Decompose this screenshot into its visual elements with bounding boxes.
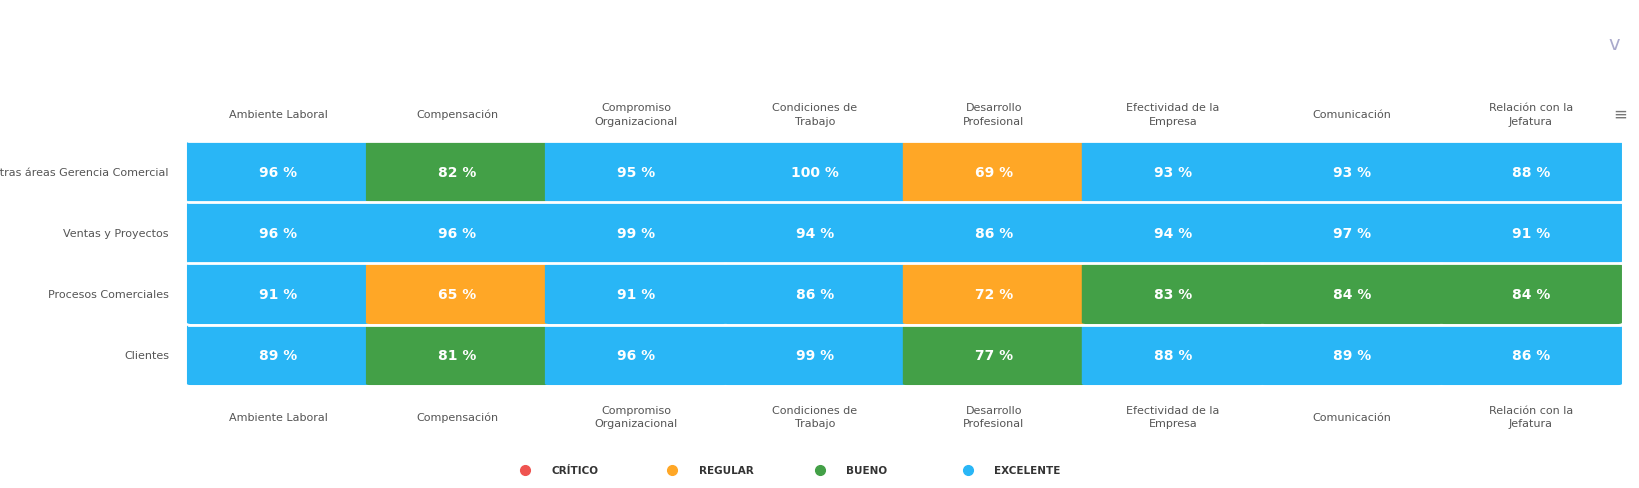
Text: CRÍTICO: CRÍTICO <box>551 465 598 475</box>
FancyBboxPatch shape <box>1082 264 1264 325</box>
Text: Compromiso
Organizacional: Compromiso Organizacional <box>593 406 677 428</box>
Text: 99 %: 99 % <box>616 226 654 241</box>
Text: 96 %: 96 % <box>616 348 654 363</box>
FancyBboxPatch shape <box>901 325 1085 386</box>
Text: Ambiente Laboral: Ambiente Laboral <box>228 412 328 422</box>
Text: 69 %: 69 % <box>974 165 1013 180</box>
Text: Desarrollo
Profesional: Desarrollo Profesional <box>962 103 1024 126</box>
Text: 86 %: 86 % <box>795 287 834 302</box>
Text: REGULAR: REGULAR <box>698 465 752 475</box>
Text: 93 %: 93 % <box>1333 165 1370 180</box>
Text: 84 %: 84 % <box>1333 287 1370 302</box>
Text: 83 %: 83 % <box>1154 287 1192 302</box>
Text: 96 %: 96 % <box>259 226 297 241</box>
Text: Comunicación: Comunicación <box>1311 110 1390 120</box>
Text: 65 %: 65 % <box>438 287 475 302</box>
FancyBboxPatch shape <box>544 264 726 325</box>
Text: 94 %: 94 % <box>795 226 834 241</box>
Text: 95 %: 95 % <box>616 165 654 180</box>
Text: 82 %: 82 % <box>438 165 475 180</box>
Text: EXCELENTE: EXCELENTE <box>993 465 1059 475</box>
FancyBboxPatch shape <box>723 142 905 203</box>
FancyBboxPatch shape <box>901 142 1085 203</box>
Text: 91 %: 91 % <box>1511 226 1549 241</box>
Text: Comunicación: Comunicación <box>1311 412 1390 422</box>
Text: Condiciones de
Trabajo: Condiciones de Trabajo <box>772 406 857 428</box>
Text: Efectividad de la
Empresa: Efectividad de la Empresa <box>1126 406 1219 428</box>
Text: Resultado en Comercial por Subáreas y Dimensiones (2017): Resultado en Comercial por Subáreas y Di… <box>25 36 538 52</box>
Text: Procesos Comerciales: Procesos Comerciales <box>48 289 169 300</box>
FancyBboxPatch shape <box>365 264 547 325</box>
FancyBboxPatch shape <box>544 142 726 203</box>
Text: 72 %: 72 % <box>974 287 1013 302</box>
FancyBboxPatch shape <box>365 325 547 386</box>
Text: 91 %: 91 % <box>259 287 297 302</box>
FancyBboxPatch shape <box>901 203 1085 264</box>
Text: 86 %: 86 % <box>1511 348 1549 363</box>
FancyBboxPatch shape <box>1260 264 1442 325</box>
FancyBboxPatch shape <box>544 203 726 264</box>
Text: 93 %: 93 % <box>1154 165 1192 180</box>
Text: 89 %: 89 % <box>1333 348 1370 363</box>
Text: 96 %: 96 % <box>259 165 297 180</box>
Text: Clientes: Clientes <box>125 350 169 361</box>
FancyBboxPatch shape <box>1439 325 1621 386</box>
FancyBboxPatch shape <box>187 325 369 386</box>
Text: 97 %: 97 % <box>1333 226 1370 241</box>
FancyBboxPatch shape <box>365 203 547 264</box>
FancyBboxPatch shape <box>901 264 1085 325</box>
Text: 94 %: 94 % <box>1154 226 1192 241</box>
Text: Otras áreas Gerencia Comercial: Otras áreas Gerencia Comercial <box>0 167 169 177</box>
FancyBboxPatch shape <box>1082 325 1264 386</box>
Text: 100 %: 100 % <box>790 165 839 180</box>
Text: v: v <box>1608 35 1619 53</box>
Text: Relación con la
Jefatura: Relación con la Jefatura <box>1488 103 1572 126</box>
Text: BUENO: BUENO <box>846 465 887 475</box>
FancyBboxPatch shape <box>1439 142 1621 203</box>
Text: ≡: ≡ <box>1613 106 1626 124</box>
FancyBboxPatch shape <box>1260 142 1442 203</box>
FancyBboxPatch shape <box>1260 325 1442 386</box>
Text: 84 %: 84 % <box>1511 287 1549 302</box>
Text: Condiciones de
Trabajo: Condiciones de Trabajo <box>772 103 857 126</box>
FancyBboxPatch shape <box>1439 203 1621 264</box>
Text: 99 %: 99 % <box>795 348 834 363</box>
Text: 86 %: 86 % <box>974 226 1013 241</box>
FancyBboxPatch shape <box>1082 203 1264 264</box>
Text: 77 %: 77 % <box>974 348 1013 363</box>
Text: Compromiso
Organizacional: Compromiso Organizacional <box>593 103 677 126</box>
Text: Compensación: Compensación <box>416 110 498 120</box>
Text: 89 %: 89 % <box>259 348 297 363</box>
Text: Relación con la
Jefatura: Relación con la Jefatura <box>1488 406 1572 428</box>
FancyBboxPatch shape <box>1439 264 1621 325</box>
FancyBboxPatch shape <box>365 142 547 203</box>
FancyBboxPatch shape <box>544 325 726 386</box>
Text: 96 %: 96 % <box>438 226 475 241</box>
FancyBboxPatch shape <box>723 325 905 386</box>
Text: Ventas y Proyectos: Ventas y Proyectos <box>64 228 169 238</box>
FancyBboxPatch shape <box>187 203 369 264</box>
FancyBboxPatch shape <box>1082 142 1264 203</box>
Text: Ambiente Laboral: Ambiente Laboral <box>228 110 328 120</box>
Text: 81 %: 81 % <box>438 348 475 363</box>
FancyBboxPatch shape <box>187 264 369 325</box>
FancyBboxPatch shape <box>187 142 369 203</box>
FancyBboxPatch shape <box>723 203 905 264</box>
Text: Efectividad de la
Empresa: Efectividad de la Empresa <box>1126 103 1219 126</box>
FancyBboxPatch shape <box>723 264 905 325</box>
Text: Desarrollo
Profesional: Desarrollo Profesional <box>962 406 1024 428</box>
Text: 88 %: 88 % <box>1152 348 1192 363</box>
Text: 91 %: 91 % <box>616 287 654 302</box>
Text: Compensación: Compensación <box>416 412 498 422</box>
FancyBboxPatch shape <box>1260 203 1442 264</box>
Text: 88 %: 88 % <box>1511 165 1549 180</box>
